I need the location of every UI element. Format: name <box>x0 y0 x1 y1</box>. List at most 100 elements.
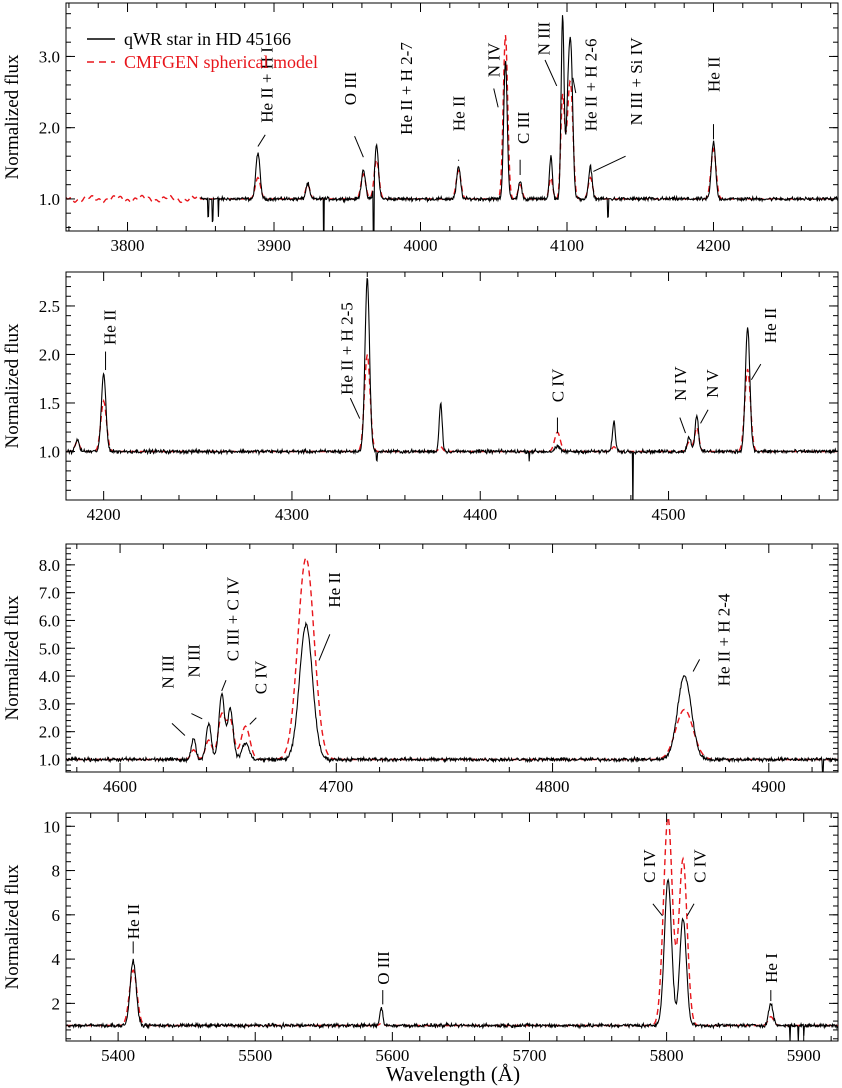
x-tick-label: 4500 <box>652 505 686 524</box>
x-axis-label: Wavelength (Å) <box>386 1062 520 1086</box>
y-tick-label: 8.0 <box>39 556 60 575</box>
x-tick-label: 4600 <box>103 777 137 796</box>
y-tick-label: 2.5 <box>39 297 60 316</box>
y-tick-label: 2.0 <box>39 345 60 364</box>
x-tick-label: 4100 <box>550 236 584 255</box>
y-axis-label: Normalized flux <box>2 323 23 449</box>
x-tick-label: 3900 <box>257 236 291 255</box>
line-annotation: O III <box>374 951 393 985</box>
y-tick-label: 4 <box>52 950 61 969</box>
axes-frame-panel-4 <box>65 812 839 1042</box>
y-tick-label: 10 <box>43 817 60 836</box>
axes-frame-panel-1 <box>65 2 839 232</box>
annotation-leader <box>572 77 577 94</box>
line-annotation: He II <box>450 95 469 131</box>
line-annotation: He II + H 2-6 <box>581 39 600 132</box>
axes-frame-panel-2 <box>65 271 839 501</box>
annotation-leader <box>593 155 626 172</box>
y-tick-label: 8 <box>52 862 61 881</box>
x-tick-label: 4300 <box>275 505 309 524</box>
line-annotation: He I <box>762 953 781 983</box>
axes-frame-panel-3 <box>65 543 839 773</box>
y-tick-label: 2.0 <box>39 723 60 742</box>
x-tick-label: 5400 <box>101 1046 135 1065</box>
legend-observed-label: qWR star in HD 45166 <box>124 29 291 49</box>
x-tick-label: 5800 <box>650 1046 684 1065</box>
observed-series-panel-4 <box>66 878 838 1041</box>
model-series-panel-2 <box>66 354 838 453</box>
line-annotation: N IV <box>485 42 504 77</box>
x-tick-label: 4900 <box>752 777 786 796</box>
line-annotation: He II + H 2-7 <box>397 42 416 135</box>
panel-1: 3800 3900 4000 4100 4200 1.0 2.0 3.0 Normalized … <box>2 2 839 255</box>
line-annotation: C IV <box>252 660 271 694</box>
annotation-leader <box>750 363 762 380</box>
x-tick-label: 4000 <box>404 236 438 255</box>
annotation-leader <box>544 59 558 87</box>
y-tick-label: 2 <box>52 994 61 1013</box>
annotation-leader <box>686 903 695 917</box>
line-annotation: C IV <box>691 849 710 883</box>
line-annotation: He II + H 2-4 <box>714 593 733 686</box>
x-tick-label: 3800 <box>111 236 145 255</box>
annotation-leader <box>493 88 499 108</box>
y-axis-label: Normalized flux <box>2 54 23 180</box>
x-tick-label: 4800 <box>536 777 570 796</box>
line-annotation: He II <box>761 307 780 343</box>
y-tick-label: 3.0 <box>39 695 60 714</box>
x-tick-label: 5500 <box>238 1046 272 1065</box>
annotation-leader <box>679 417 686 434</box>
y-tick-label: 2.0 <box>39 119 60 138</box>
line-annotation: N III + Si IV <box>627 37 646 126</box>
annotation-leader <box>221 680 227 692</box>
line-annotation: He II <box>124 903 143 939</box>
y-tick-label: 1.5 <box>39 394 60 413</box>
line-annotation: He II <box>325 572 344 608</box>
x-tick-label: 4200 <box>87 505 121 524</box>
x-tick-label: 4200 <box>696 236 730 255</box>
x-tick-label: 4700 <box>319 777 353 796</box>
line-annotation: N V <box>703 369 722 398</box>
y-tick-label: 7.0 <box>39 584 60 603</box>
line-annotation: C III + C IV <box>224 576 243 661</box>
y-tick-label: 1.0 <box>39 442 60 461</box>
annotation-leader <box>191 713 203 720</box>
panel-4: 5400 5500 5600 5700 5800 5900 2 4 6 8 10 Normalized… <box>2 812 839 1065</box>
line-annotation: He II <box>100 309 119 345</box>
line-annotation: C III <box>514 111 533 144</box>
y-tick-label: 4.0 <box>39 667 60 686</box>
line-annotation: N III <box>159 655 178 689</box>
annotation-leader <box>692 659 701 672</box>
model-series-panel-4 <box>66 814 838 1027</box>
x-tick-label: 4400 <box>463 505 497 524</box>
x-tick-label: 5600 <box>375 1046 409 1065</box>
observed-series-panel-1 <box>200 15 838 231</box>
annotation-leader <box>257 134 266 147</box>
annotation-leader <box>700 409 709 424</box>
y-tick-label: 6.0 <box>39 611 60 630</box>
y-tick-label: 6 <box>52 906 61 925</box>
annotation-leader <box>652 903 663 917</box>
panel-3: 4600 4700 4800 4900 1.0 2.0 3.0 4.0 5.0 6.0 7.0 8.0… <box>2 543 839 796</box>
line-annotation: C IV <box>640 849 659 883</box>
line-annotation: He II + H I <box>258 47 277 123</box>
x-tick-label: 5900 <box>787 1046 821 1065</box>
annotation-leader <box>354 136 364 158</box>
y-axis-label: Normalized flux <box>2 595 23 721</box>
observed-series-panel-3 <box>66 621 838 772</box>
annotation-leader <box>249 717 257 725</box>
line-annotation: O III <box>341 71 360 105</box>
line-annotation: He II + H 2-5 <box>338 302 357 395</box>
y-axis-label: Normalized flux <box>2 864 23 990</box>
y-tick-label: 5.0 <box>39 639 60 658</box>
annotation-leader <box>318 634 331 661</box>
y-tick-label: 1.0 <box>39 750 60 769</box>
line-annotation: C IV <box>548 368 567 402</box>
panel-2: 4200 4300 4400 4500 1.0 1.5 2.0 2.5 Normalized f… <box>2 271 839 524</box>
y-tick-label: 3.0 <box>39 47 60 66</box>
annotation-leader <box>349 397 361 419</box>
line-annotation: N IV <box>671 366 690 401</box>
legend: qWR star in HD 45166 CMFGEN spherical mo… <box>87 29 318 72</box>
observed-series-panel-2 <box>66 278 838 500</box>
